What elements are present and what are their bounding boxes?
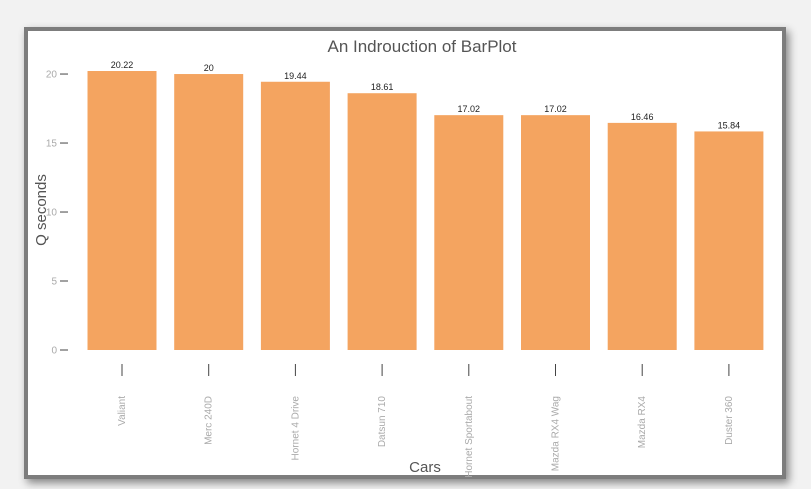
bar-value-label: 18.61 <box>371 82 394 92</box>
bar <box>260 81 330 351</box>
bar-value-label: 16.46 <box>631 112 654 122</box>
x-axis: Valiant Merc 240D Hornet 4 Drive Datsun 710… <box>117 364 735 478</box>
bar <box>607 122 677 350</box>
bar-value-label: 20.22 <box>111 60 134 70</box>
x-tick-label: Mazda RX4 <box>637 396 648 449</box>
x-tick-label: Duster 360 <box>724 396 735 445</box>
bar <box>87 71 157 350</box>
chart-title: An Indrouction of BarPlot <box>327 37 516 56</box>
y-tick-label: 10 <box>46 208 58 219</box>
bar-value-label: 17.02 <box>544 104 567 114</box>
bar-value-label: 20 <box>204 63 214 73</box>
bar-value-label: 19.44 <box>284 71 307 81</box>
x-axis-title: Cars <box>409 459 441 476</box>
x-tick-label: Merc 240D <box>204 396 215 445</box>
x-tick-label: Valiant <box>117 396 128 426</box>
bars <box>87 71 764 351</box>
y-axis: 0 5 10 15 20 <box>46 70 68 357</box>
x-tick-label: Datsun 710 <box>377 396 388 448</box>
x-tick-label: Mazda RX4 Wag <box>551 396 562 471</box>
x-tick-label: Hornet 4 Drive <box>290 396 301 461</box>
y-tick-label: 20 <box>46 70 58 81</box>
bar-value-label: 15.84 <box>718 120 741 130</box>
y-tick-label: 5 <box>51 277 57 288</box>
bar <box>521 115 590 351</box>
bar <box>347 93 417 350</box>
bar <box>694 131 764 350</box>
y-tick-label: 0 <box>51 346 57 357</box>
y-axis-title: Q seconds <box>33 174 50 246</box>
bar <box>434 115 504 351</box>
x-tick-label: Hornet Sportabout <box>464 396 475 478</box>
value-labels: 20.22 20 19.44 18.61 17.02 17.02 16.46 15.84 <box>111 60 740 130</box>
bar-value-label: 17.02 <box>458 104 481 114</box>
bar <box>174 74 244 350</box>
y-tick-label: 15 <box>46 139 58 150</box>
